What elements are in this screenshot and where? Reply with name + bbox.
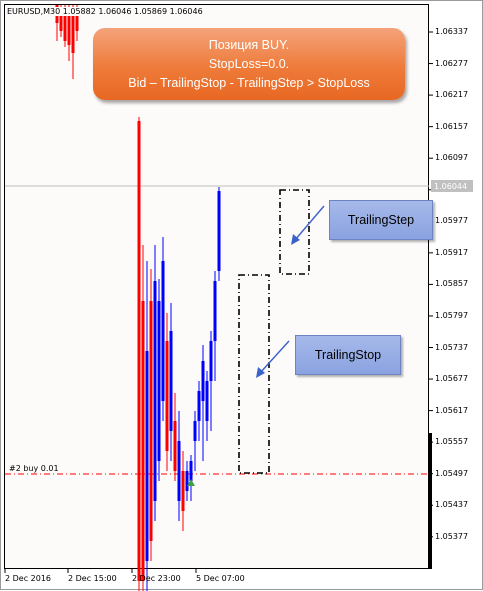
price-axis-label: 1.05797: [435, 310, 469, 320]
price-axis-label: 1.05497: [435, 468, 469, 478]
candle-body: [71, 9, 75, 53]
time-axis-label: 2 Dec 2016: [5, 574, 52, 583]
callout-line-3: Bid – TrailingStop - TrailingStep > Stop…: [128, 75, 370, 90]
price-axis-label: 1.05857: [435, 279, 469, 289]
price-axis-label: 1.06337: [435, 27, 469, 36]
time-axis-label: 2 Dec 23:00: [132, 574, 181, 583]
candle-body: [173, 421, 177, 471]
candle-body: [217, 191, 221, 271]
candle-body: [67, 11, 71, 45]
candle-body: [59, 7, 63, 31]
buy-position-callout: Позиция BUY. StopLoss=0.0. Bid – Trailin…: [93, 28, 405, 100]
trailing-stop-arrow-icon: [256, 340, 290, 378]
candle-body: [193, 421, 197, 441]
time-axis-label: 5 Dec 07:00: [196, 574, 245, 583]
candle-body: [185, 471, 189, 491]
price-axis-label: 1.06217: [435, 90, 469, 100]
candle-body: [213, 281, 217, 341]
price-axis-label: 1.06277: [435, 58, 469, 68]
candle-body: [205, 381, 209, 421]
trailing-stop-label: TrailingStop: [295, 335, 401, 375]
candle-body: [63, 9, 67, 41]
candle-body: [189, 461, 193, 481]
candle-body: [181, 471, 185, 511]
candle-body: [209, 341, 213, 381]
candle-body: [197, 391, 201, 421]
price-scale-indicator: [429, 433, 432, 569]
price-axis-label: 1.05557: [435, 437, 469, 447]
candle-body: [153, 281, 157, 501]
price-axis-label: 1.06157: [435, 121, 469, 131]
price-axis-label: 1.05737: [435, 342, 469, 352]
time-axis-ticks: [4, 569, 197, 573]
trailing-step-rect: [279, 189, 310, 275]
candle-body: [149, 301, 153, 541]
callout-line-2: StopLoss=0.0.: [208, 56, 290, 71]
candle-body: [157, 301, 161, 461]
candle-body: [137, 121, 141, 581]
candle-body: [145, 351, 149, 561]
callout-line-1: Позиция BUY.: [208, 37, 290, 52]
order-label: #2 buy 0.01: [9, 464, 59, 473]
candle-body: [165, 341, 169, 451]
trailing-step-label: TrailingStep: [329, 200, 433, 240]
candles-group: [55, 5, 221, 591]
price-axis-label: 1.06097: [435, 153, 469, 163]
candle-body: [141, 301, 145, 581]
candle-body: [161, 261, 165, 401]
trailing-stop-rect: [238, 274, 270, 474]
trade-entry-icon: [187, 479, 195, 486]
price-axis-label: 1.05677: [435, 374, 469, 384]
candle-body: [75, 7, 79, 31]
candle-body: [201, 361, 205, 401]
price-axis-label: 1.05977: [435, 216, 469, 226]
price-axis-label: 1.05617: [435, 405, 469, 415]
trailing-step-arrow-icon: [291, 205, 325, 245]
candle-body: [169, 331, 173, 431]
symbol-info: EURUSD,M30 1.05882 1.06046 1.05869 1.060…: [7, 7, 203, 16]
price-axis-label: 1.05917: [435, 247, 469, 257]
time-axis-label: 2 Dec 15:00: [68, 574, 117, 583]
candle-body: [177, 441, 181, 501]
price-axis-label: 1.05377: [435, 531, 469, 541]
current-price-badge: 1.06044: [431, 180, 473, 192]
price-axis-label: 1.05437: [435, 500, 469, 510]
